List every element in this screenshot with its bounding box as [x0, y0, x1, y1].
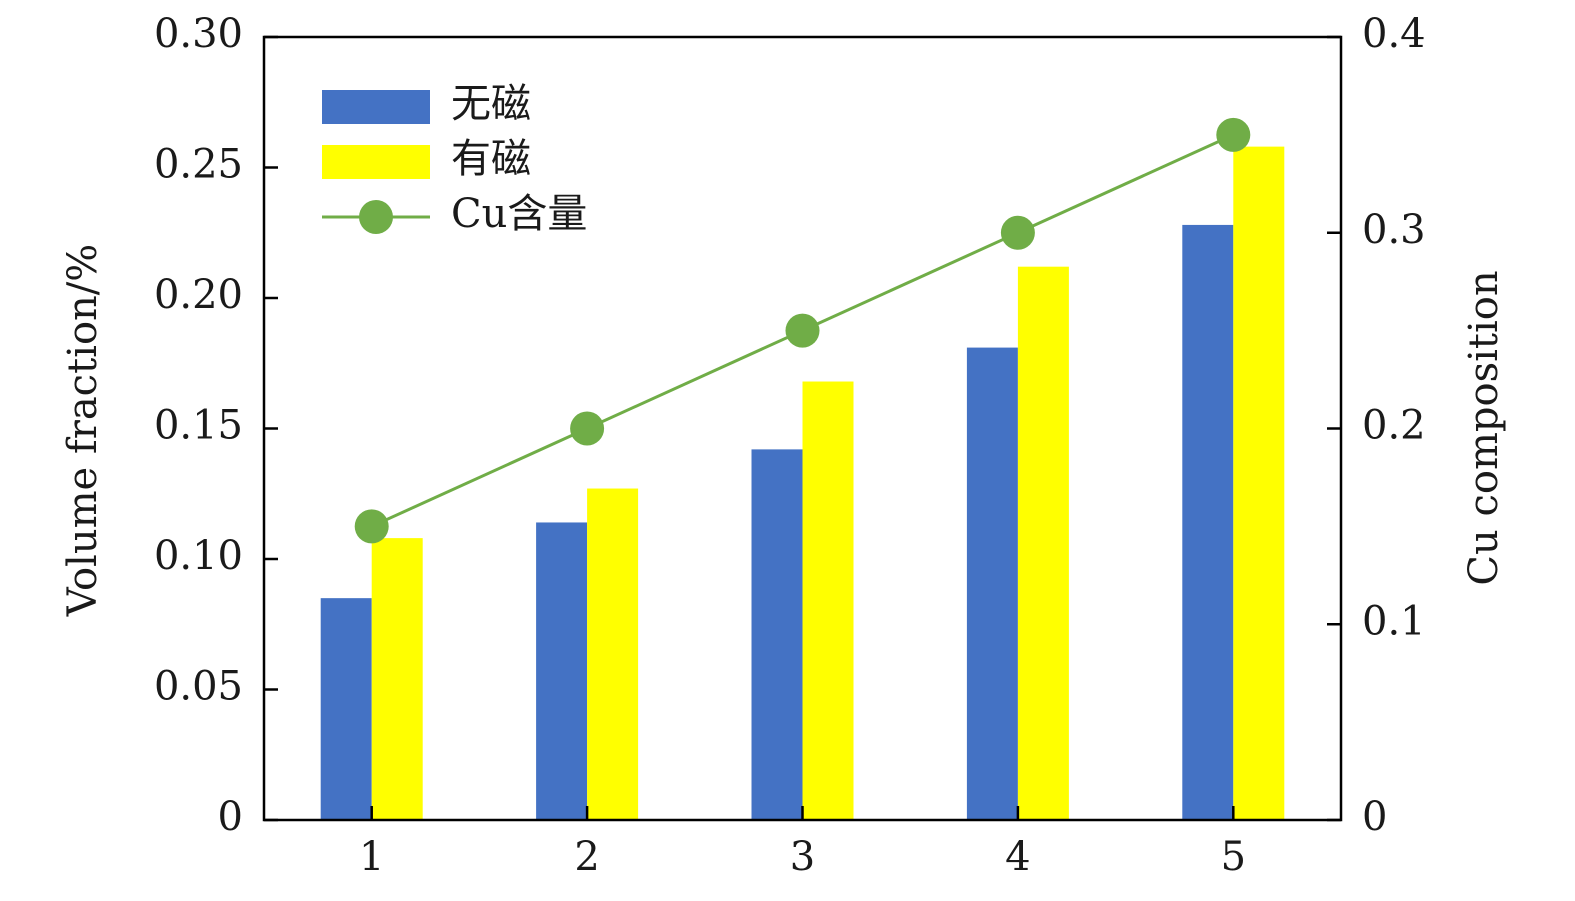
bar-magnetic-2 [587, 488, 639, 820]
bar-non-magnetic-1 [320, 598, 372, 820]
bar-magnetic-4 [1017, 266, 1069, 820]
bar-magnetic-1 [371, 538, 423, 820]
cu-content-point-2 [570, 411, 605, 446]
x-tick-label: 5 [1221, 834, 1246, 880]
y-left-tick-label: 0.05 [154, 664, 243, 710]
y-left-tick-label: 0.30 [154, 11, 243, 57]
y-axis-left: 0 0.05 0.10 0.15 0.20 0.25 0.30 [154, 11, 278, 840]
y-right-tick-label: 0.4 [1362, 11, 1426, 57]
y-left-tick-label: 0.10 [154, 533, 243, 579]
y-right-tick-label: 0.2 [1362, 403, 1426, 449]
y-right-tick-label: 0.1 [1362, 598, 1426, 644]
bar-non-magnetic-4 [966, 347, 1018, 820]
plot-area [262, 35, 1343, 822]
x-tick-label: 2 [574, 834, 599, 880]
legend-label: 无磁 [451, 81, 531, 127]
cu-content-point-5 [1216, 117, 1251, 152]
x-tick-label: 3 [790, 834, 815, 880]
x-axis: 1 2 3 4 5 [359, 806, 1246, 880]
x-tick-label: 4 [1005, 834, 1030, 880]
y-left-tick-label: 0.25 [154, 142, 243, 188]
legend-label: Cu含量 [451, 191, 587, 237]
y-right-tick-label: 0.3 [1362, 207, 1426, 253]
bar-non-magnetic-3 [751, 449, 803, 820]
y-axis-title-left: Volume fraction/% [60, 244, 106, 618]
bar-magnetic-5 [1233, 146, 1285, 820]
bar-magnetic-3 [802, 381, 854, 820]
y-axis-title-right: Cu composition [1461, 270, 1507, 585]
y-right-tick-label: 0 [1362, 794, 1387, 840]
y-left-tick-label: 0.15 [154, 403, 243, 449]
cu-content-point-1 [354, 509, 389, 544]
cu-content-point-4 [1000, 215, 1035, 250]
y-left-tick-label: 0 [218, 794, 243, 840]
cu-content-point-3 [785, 313, 820, 348]
legend-swatch-non-magnetic [322, 90, 430, 124]
legend-swatch-magnetic [322, 145, 430, 179]
legend-label: 有磁 [451, 136, 531, 182]
y-axis-right: 0 0.1 0.2 0.3 0.4 [1327, 11, 1426, 840]
legend-marker-cu-content [359, 200, 393, 234]
bar-non-magnetic-5 [1182, 224, 1234, 821]
bar-non-magnetic-2 [536, 522, 588, 820]
y-left-tick-label: 0.20 [154, 272, 243, 318]
x-tick-label: 1 [359, 834, 384, 880]
